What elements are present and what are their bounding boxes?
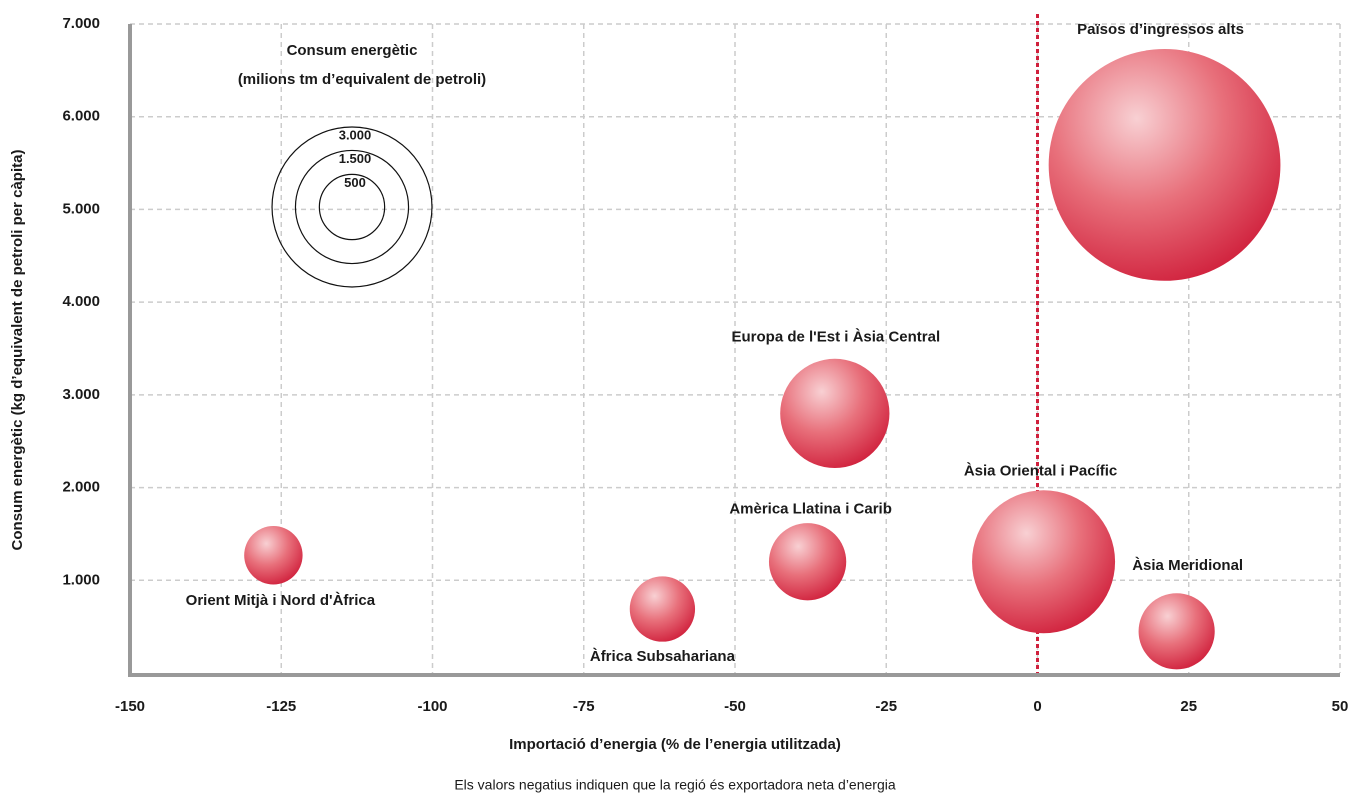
x-tick-label: 25 bbox=[1180, 698, 1197, 715]
legend-circle bbox=[271, 126, 433, 288]
bubble bbox=[1138, 593, 1215, 670]
x-tick-label: -25 bbox=[875, 698, 897, 715]
x-tick-label: -75 bbox=[573, 698, 595, 715]
legend-size-label: 3.000 bbox=[339, 127, 372, 142]
x-tick-label: -50 bbox=[724, 698, 746, 715]
x-tick-label: -125 bbox=[266, 698, 296, 715]
y-tick-label: 2.000 bbox=[62, 479, 100, 496]
x-tick-label: -100 bbox=[417, 698, 447, 715]
y-tick-label: 1.000 bbox=[62, 571, 100, 588]
y-tick-label: 5.000 bbox=[62, 200, 100, 217]
bubble-label: Àsia Meridional bbox=[1132, 557, 1243, 574]
bubble bbox=[629, 576, 696, 642]
bubble bbox=[780, 358, 890, 469]
y-tick-label: 3.000 bbox=[62, 386, 100, 403]
y-tick-label: 6.000 bbox=[62, 108, 100, 125]
legend-title: Consum energètic bbox=[287, 42, 418, 59]
bubble-label: Orient Mitjà i Nord d'Àfrica bbox=[186, 592, 376, 609]
legend-size-label: 1.500 bbox=[339, 151, 372, 166]
legend-size-label: 500 bbox=[344, 175, 366, 190]
bubble-label: Països d’ingressos alts bbox=[1077, 21, 1244, 38]
bubble-label: Europa de l'Est i Àsia Central bbox=[732, 328, 941, 345]
bubble-label: Àsia Oriental i Pacífic bbox=[964, 463, 1117, 480]
bubble-label: Àfrica Subsahariana bbox=[590, 648, 736, 665]
y-tick-label: 4.000 bbox=[62, 293, 100, 310]
x-tick-label: 50 bbox=[1332, 698, 1349, 715]
bubble bbox=[1048, 49, 1281, 281]
bubble bbox=[768, 523, 847, 601]
bubble bbox=[244, 526, 303, 585]
legend-circle bbox=[294, 149, 410, 265]
legend-circle bbox=[318, 173, 386, 241]
y-tick-label: 7.000 bbox=[62, 15, 100, 32]
note: Els valors negatius indiquen que la regi… bbox=[454, 777, 896, 793]
bubble-label: Amèrica Llatina i Carib bbox=[729, 501, 892, 518]
x-tick-label: 0 bbox=[1033, 698, 1041, 715]
x-axis-title: Importació d’energia (% de l’energia uti… bbox=[509, 736, 841, 753]
x-tick-label: -150 bbox=[115, 698, 145, 715]
bubble bbox=[972, 490, 1116, 634]
y-axis-title: Consum energètic (kg d’equivalent de pet… bbox=[9, 150, 26, 551]
legend-title: (milions tm d’equivalent de petroli) bbox=[238, 71, 486, 88]
